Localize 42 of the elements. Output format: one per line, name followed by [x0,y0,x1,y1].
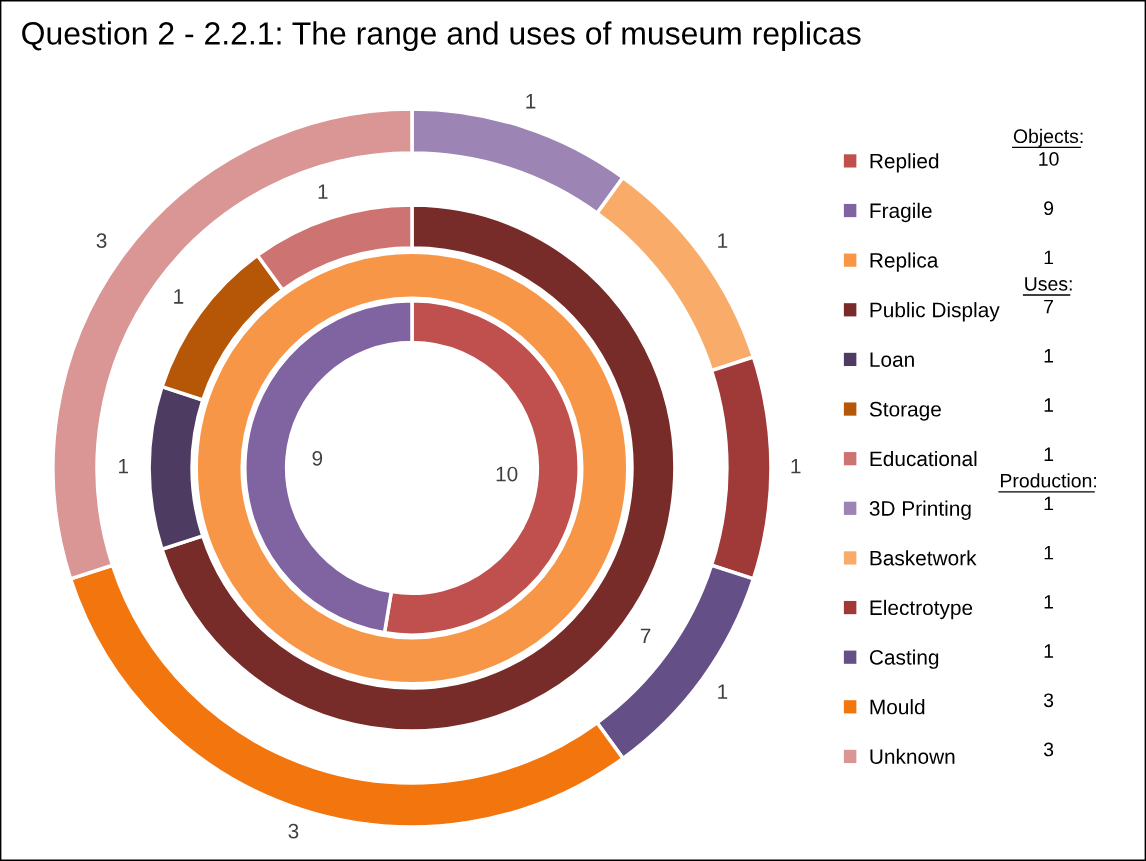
data-label: 1 [718,233,728,248]
data-label: 3 [96,233,107,249]
text: 1 [1044,595,1054,609]
chart-title: Question 2 - 2.2.1: The range and uses of museum replicas [22,21,861,52]
legend-label: 3D Printing [869,500,971,520]
text: 10 [1039,152,1059,166]
legend-label: Educational [870,450,977,467]
legend-label: Unknown [870,748,955,764]
legend-label: Casting [869,649,939,669]
text: 1 [1044,398,1054,412]
legend-label: Loan [870,352,914,367]
text: 3 [1043,742,1054,757]
text: 1 [1044,545,1054,560]
text: 1 [1044,349,1054,363]
legend-label: Storage [869,401,941,421]
data-label: 1 [318,184,328,199]
text: 7 [1044,299,1054,314]
legend-label: Basketwork [870,550,977,566]
legend-label: Public Display [870,302,1000,322]
legend-label: Replied [870,153,939,173]
text: Uses: [1025,277,1072,291]
data-label: 1 [526,94,536,109]
data-label: 1 [718,684,728,699]
data-label: 1 [791,459,801,474]
data-label: 1 [1044,250,1054,265]
text: 1 [1044,496,1054,511]
text: 3 [1043,693,1054,708]
data-label: 1 [174,289,184,304]
text: Production: [1001,473,1096,488]
data-label: 7 [640,628,651,644]
text: 1 [1044,447,1054,461]
text: 9 [1044,201,1054,216]
legend-label: Replica [870,252,939,272]
legend-label: Fragile [870,202,932,223]
text: Objects: [1013,128,1083,147]
data-label: 3 [288,823,299,839]
data-label: 9 [312,450,323,466]
data-label: 1 [119,459,129,474]
data-label: 10 [496,466,518,482]
text: 1 [1044,644,1054,658]
legend-label: Electrotype [870,599,973,620]
legend-label: Mould [870,699,925,715]
